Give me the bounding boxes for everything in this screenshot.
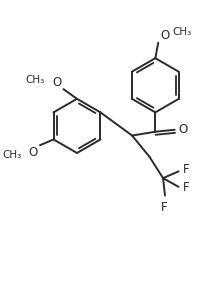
Text: CH₃: CH₃ xyxy=(26,75,45,85)
Text: O: O xyxy=(52,76,62,89)
Text: CH₃: CH₃ xyxy=(173,27,192,37)
Text: F: F xyxy=(161,201,167,214)
Text: O: O xyxy=(160,29,169,42)
Text: CH₃: CH₃ xyxy=(2,150,22,160)
Text: O: O xyxy=(29,146,38,159)
Text: F: F xyxy=(183,181,190,194)
Text: O: O xyxy=(179,123,188,136)
Text: F: F xyxy=(183,163,190,176)
